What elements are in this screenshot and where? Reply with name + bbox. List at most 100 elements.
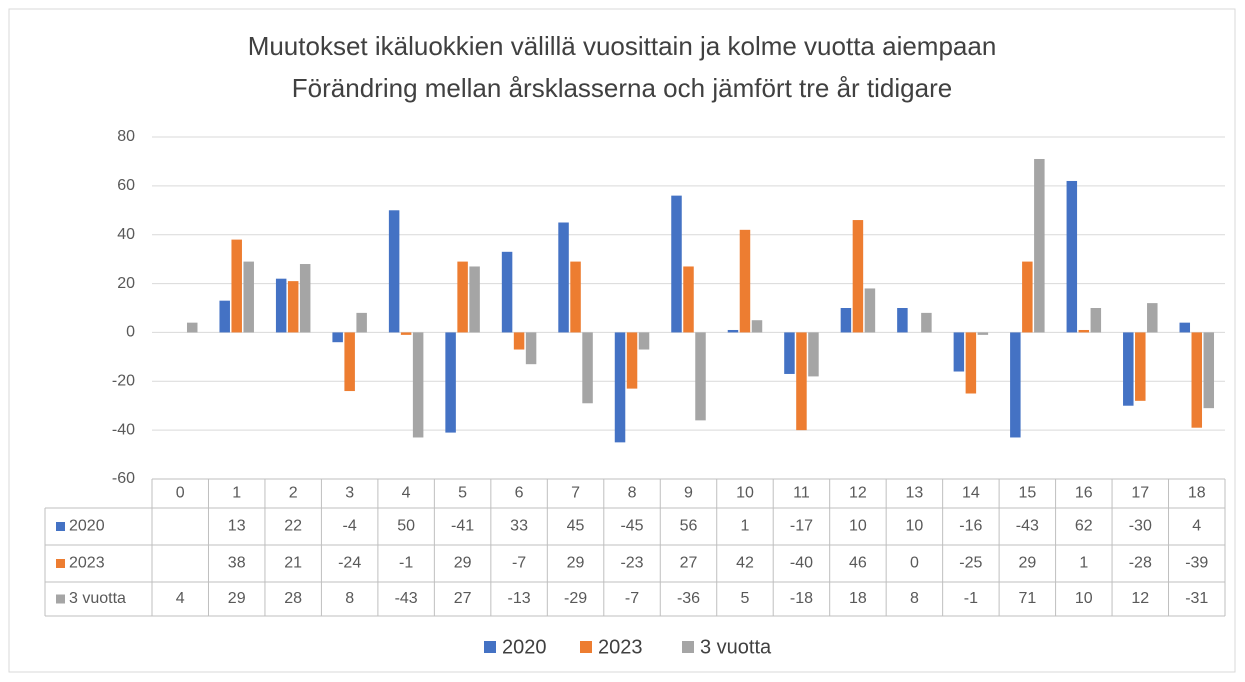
table-cell: 28 xyxy=(284,590,302,607)
table-cell: 33 xyxy=(510,518,528,535)
table-cell: -24 xyxy=(338,555,361,572)
bar xyxy=(965,332,977,394)
y-tick-label: -60 xyxy=(112,470,135,487)
y-tick-label: -20 xyxy=(112,373,135,390)
table-cell: 22 xyxy=(284,518,302,535)
table-legend-key xyxy=(56,594,65,604)
table-cell: -43 xyxy=(1016,518,1039,535)
table-cell: 8 xyxy=(345,590,354,607)
bar xyxy=(287,281,299,333)
table-cell: -30 xyxy=(1129,518,1152,535)
table-cell: 56 xyxy=(680,518,698,535)
bar xyxy=(1022,261,1033,333)
bar xyxy=(219,300,230,333)
table-cell: -36 xyxy=(677,590,700,607)
x-tick-label: 11 xyxy=(793,485,810,502)
y-tick-label: 20 xyxy=(117,275,135,292)
x-tick-label: 15 xyxy=(1018,485,1036,502)
table-legend-key xyxy=(56,522,65,531)
x-tick-label: 8 xyxy=(628,485,637,502)
table-cell: 29 xyxy=(1018,555,1036,572)
bar xyxy=(614,332,626,443)
legend-label: 2023 xyxy=(598,636,643,658)
x-tick-label: 3 xyxy=(345,485,354,502)
table-cell: 27 xyxy=(680,555,698,572)
y-tick-label: 60 xyxy=(117,177,135,194)
x-tick-label: 10 xyxy=(736,485,754,502)
bar xyxy=(626,332,638,389)
bar xyxy=(1066,180,1078,333)
table-cell: -17 xyxy=(790,518,813,535)
bar xyxy=(1179,322,1191,333)
table-cell: 10 xyxy=(849,518,867,535)
bar xyxy=(840,308,852,333)
bar xyxy=(751,320,763,333)
legend-label: 3 vuotta xyxy=(700,636,772,658)
table-cell: 10 xyxy=(905,518,923,535)
y-tick-label: -40 xyxy=(112,421,135,438)
x-tick-label: 16 xyxy=(1075,485,1093,502)
bar xyxy=(864,288,876,333)
bar xyxy=(1135,332,1146,401)
legend-key xyxy=(580,641,592,653)
table-cell: -18 xyxy=(790,590,813,607)
table-cell: -1 xyxy=(399,555,413,572)
bar xyxy=(231,239,242,333)
bar xyxy=(243,261,254,333)
table-cell: -31 xyxy=(1185,590,1208,607)
table-cell: 29 xyxy=(567,555,585,572)
table-cell: 1 xyxy=(741,518,750,535)
x-tick-label: 14 xyxy=(962,485,980,502)
bar xyxy=(457,261,468,333)
bar xyxy=(796,332,807,431)
table-cell: 4 xyxy=(1192,518,1201,535)
table-cell: -25 xyxy=(959,555,982,572)
bar xyxy=(739,229,751,333)
table-cell: 12 xyxy=(1131,590,1149,607)
x-tick-label: 0 xyxy=(176,485,185,502)
bar xyxy=(1034,158,1045,333)
bar xyxy=(897,308,908,333)
y-tick-label: 0 xyxy=(126,324,135,341)
x-tick-label: 5 xyxy=(458,485,467,502)
table-cell: -7 xyxy=(512,555,526,572)
table-cell: 29 xyxy=(454,555,472,572)
legend-label: 2020 xyxy=(502,636,547,658)
table-cell: 46 xyxy=(849,555,867,572)
table-cell: -41 xyxy=(451,518,474,535)
bar xyxy=(977,332,989,335)
bar xyxy=(400,332,412,335)
x-tick-label: 13 xyxy=(905,485,923,502)
bar xyxy=(445,332,456,433)
x-tick-label: 6 xyxy=(515,485,524,502)
table-cell: -7 xyxy=(625,590,639,607)
x-tick-label: 9 xyxy=(684,485,693,502)
bar xyxy=(388,210,400,333)
legend-key xyxy=(682,641,694,653)
bar xyxy=(570,261,581,333)
table-row-label: 2020 xyxy=(69,518,105,535)
bar xyxy=(1123,332,1134,406)
table-cell: 42 xyxy=(736,555,754,572)
bar xyxy=(1203,332,1215,409)
table-cell: -28 xyxy=(1129,555,1152,572)
table-cell: 8 xyxy=(910,590,919,607)
table-cell: 27 xyxy=(454,590,472,607)
bar xyxy=(1191,332,1203,428)
table-cell: 29 xyxy=(228,590,246,607)
bar xyxy=(808,332,819,377)
table-cell: -1 xyxy=(964,590,978,607)
legend-key xyxy=(484,641,496,653)
x-tick-label: 1 xyxy=(232,485,241,502)
bar xyxy=(412,332,424,438)
table-cell: 13 xyxy=(228,518,246,535)
bar xyxy=(469,266,480,333)
bar xyxy=(852,220,864,333)
table-cell: 45 xyxy=(567,518,585,535)
table-cell: 5 xyxy=(741,590,750,607)
bar xyxy=(638,332,650,350)
chart-title: Muutokset ikäluokkien välillä vuosittain… xyxy=(248,31,997,61)
x-tick-label: 18 xyxy=(1188,485,1206,502)
table-cell: 0 xyxy=(910,555,919,572)
